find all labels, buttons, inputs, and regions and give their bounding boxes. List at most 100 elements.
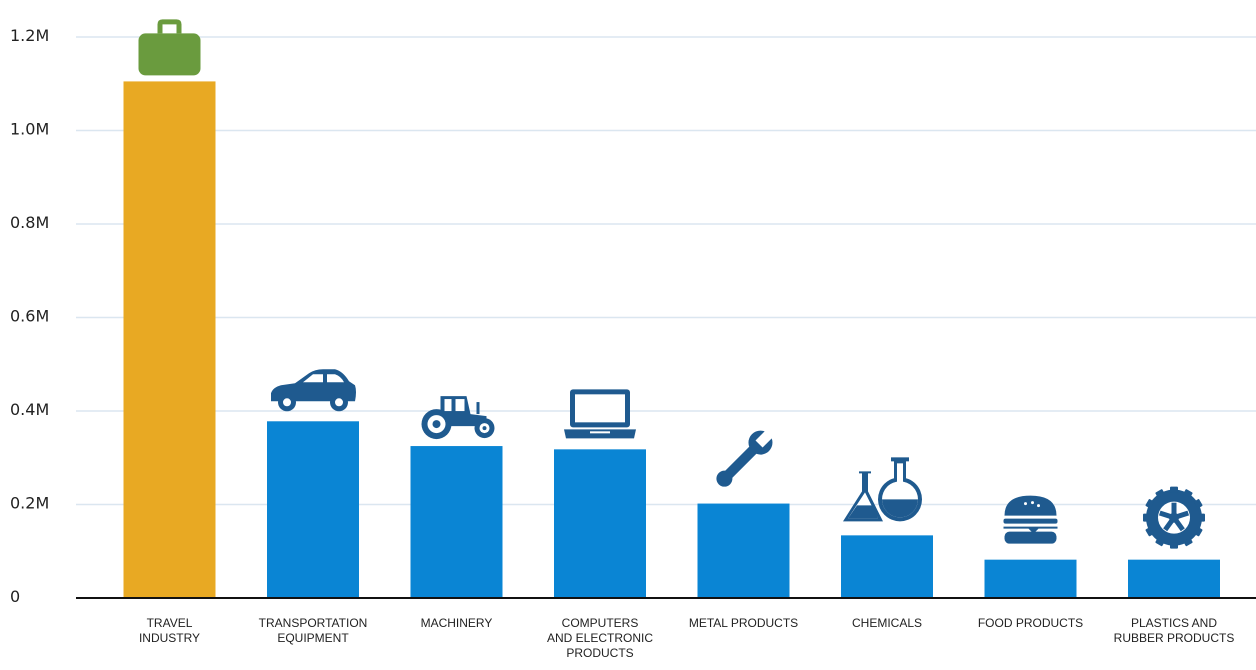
- tire-tread: [1183, 489, 1193, 498]
- laptop-base: [564, 429, 636, 439]
- wrench-shape: [716, 429, 774, 487]
- x-category-label-line: RUBBER PRODUCTS: [1114, 631, 1235, 645]
- tire-tread-block: [1194, 527, 1203, 537]
- tractor-window: [455, 399, 465, 412]
- tire-tread: [1183, 537, 1193, 547]
- y-axis-tick-labels: 0 0.2M 0.4M 0.6M 0.8M 1.0M 1.2M: [10, 26, 49, 606]
- y-tick-label: 0.4M: [10, 400, 49, 419]
- gridlines: [76, 36, 1256, 506]
- x-category-label: TRAVEL INDUSTRY: [139, 616, 200, 645]
- tire-spoke-bar: [1177, 510, 1190, 519]
- tire-spoke-bar: [1174, 519, 1185, 532]
- x-category-label-line: AND ELECTRONIC: [547, 631, 653, 645]
- bar: [554, 449, 646, 598]
- car-icon: [271, 369, 356, 412]
- tire-tread-block: [1170, 542, 1178, 549]
- x-category-label-line: EQUIPMENT: [277, 631, 349, 645]
- tire-tread-block: [1199, 513, 1205, 522]
- car-window: [327, 374, 344, 383]
- x-category-label: TRANSPORTATION EQUIPMENT: [259, 616, 368, 645]
- burger-bun-top: [1004, 495, 1057, 516]
- x-category-label-line: TRANSPORTATION: [259, 616, 368, 630]
- tractor-front-axle: [482, 426, 487, 431]
- tire-spoke-bar: [1171, 502, 1177, 514]
- x-category-label: CHEMICALS: [852, 616, 922, 630]
- tire-spoke: [1174, 519, 1185, 532]
- car-hub: [335, 398, 343, 407]
- tractor-rear-axle: [432, 420, 441, 429]
- tractor-exhaust: [476, 402, 480, 415]
- erlenmeyer-liquid: [848, 505, 878, 519]
- bar: [984, 559, 1077, 598]
- bar: [123, 81, 216, 599]
- y-tick-label: 0.8M: [10, 213, 49, 232]
- laptop-screen: [575, 394, 625, 423]
- bar-icons: [138, 19, 1205, 549]
- tire-tread: [1194, 527, 1203, 537]
- x-category-label: MACHINERY: [421, 616, 493, 630]
- bar: [1128, 559, 1220, 598]
- tire-tread-block: [1183, 489, 1193, 498]
- tire-spoke: [1158, 510, 1171, 519]
- y-tick-label: 1.2M: [10, 26, 49, 45]
- burger-seed: [1037, 504, 1040, 508]
- tire-tread-block: [1183, 537, 1193, 547]
- briefcase-handle: [157, 19, 182, 34]
- y-tick-label: 0: [10, 587, 20, 606]
- flask-icon: [843, 457, 922, 522]
- briefcase-body: [138, 33, 201, 76]
- tractor-icon: [421, 396, 495, 440]
- tire-tread-block: [1155, 537, 1165, 547]
- tire-spoke: [1177, 510, 1190, 519]
- bar: [697, 503, 790, 598]
- tire-tread: [1145, 499, 1154, 509]
- x-category-label: FOOD PRODUCTS: [978, 616, 1083, 630]
- tire-spoke: [1171, 502, 1177, 514]
- tire-tread: [1170, 542, 1178, 549]
- round-flask-liquid: [882, 499, 918, 518]
- tire-tread: [1155, 489, 1165, 498]
- tire-hub: [1169, 512, 1179, 523]
- burger-seed: [1031, 501, 1034, 505]
- round-flask-lip: [891, 457, 909, 462]
- x-axis-category-labels: TRAVEL INDUSTRY TRANSPORTATION EQUIPMENT MAC…: [139, 616, 1234, 660]
- tire-tread: [1199, 513, 1205, 522]
- car-window: [303, 374, 323, 383]
- x-category-label-line: COMPUTERS: [562, 616, 639, 630]
- bar: [841, 535, 933, 598]
- wrench-jaw-gap: [755, 429, 774, 448]
- burger-bun-bottom: [1004, 531, 1057, 544]
- tire-tread-block: [1145, 527, 1154, 537]
- x-category-label: COMPUTERS AND ELECTRONIC PRODUCTS: [547, 616, 653, 660]
- car-hub: [283, 398, 291, 407]
- tire-tread-block: [1170, 486, 1178, 493]
- tire-tread-block: [1145, 499, 1154, 509]
- tire-tread-block: [1143, 513, 1149, 522]
- x-category-label-line: PRODUCTS: [566, 646, 633, 660]
- tire-spoke-bar: [1163, 519, 1174, 532]
- tire-tread: [1170, 486, 1178, 493]
- y-tick-label: 0.6M: [10, 307, 49, 326]
- burger-cheese: [1003, 526, 1058, 534]
- wrench-end: [716, 470, 733, 487]
- x-category-label-line: CHEMICALS: [852, 616, 922, 630]
- y-tick-label: 0.2M: [10, 494, 49, 513]
- x-category-label-line: FOOD PRODUCTS: [978, 616, 1083, 630]
- bar: [410, 446, 503, 598]
- x-category-label-line: TRAVEL: [147, 616, 193, 630]
- tire-tread: [1143, 513, 1149, 522]
- tire-tread: [1145, 527, 1154, 537]
- wrench-handle: [722, 444, 759, 481]
- x-category-label-line: MACHINERY: [421, 616, 493, 630]
- laptop-icon: [564, 389, 636, 439]
- tire-tread: [1155, 537, 1165, 547]
- tire-tread-block: [1194, 499, 1203, 509]
- laptop-touchpad: [590, 431, 610, 434]
- x-category-label-line: METAL PRODUCTS: [689, 616, 798, 630]
- bars: [123, 81, 1220, 599]
- tire-spoke: [1163, 519, 1174, 532]
- round-flask-neck-inner: [897, 463, 903, 484]
- briefcase-icon: [138, 19, 201, 76]
- x-category-label: METAL PRODUCTS: [689, 616, 798, 630]
